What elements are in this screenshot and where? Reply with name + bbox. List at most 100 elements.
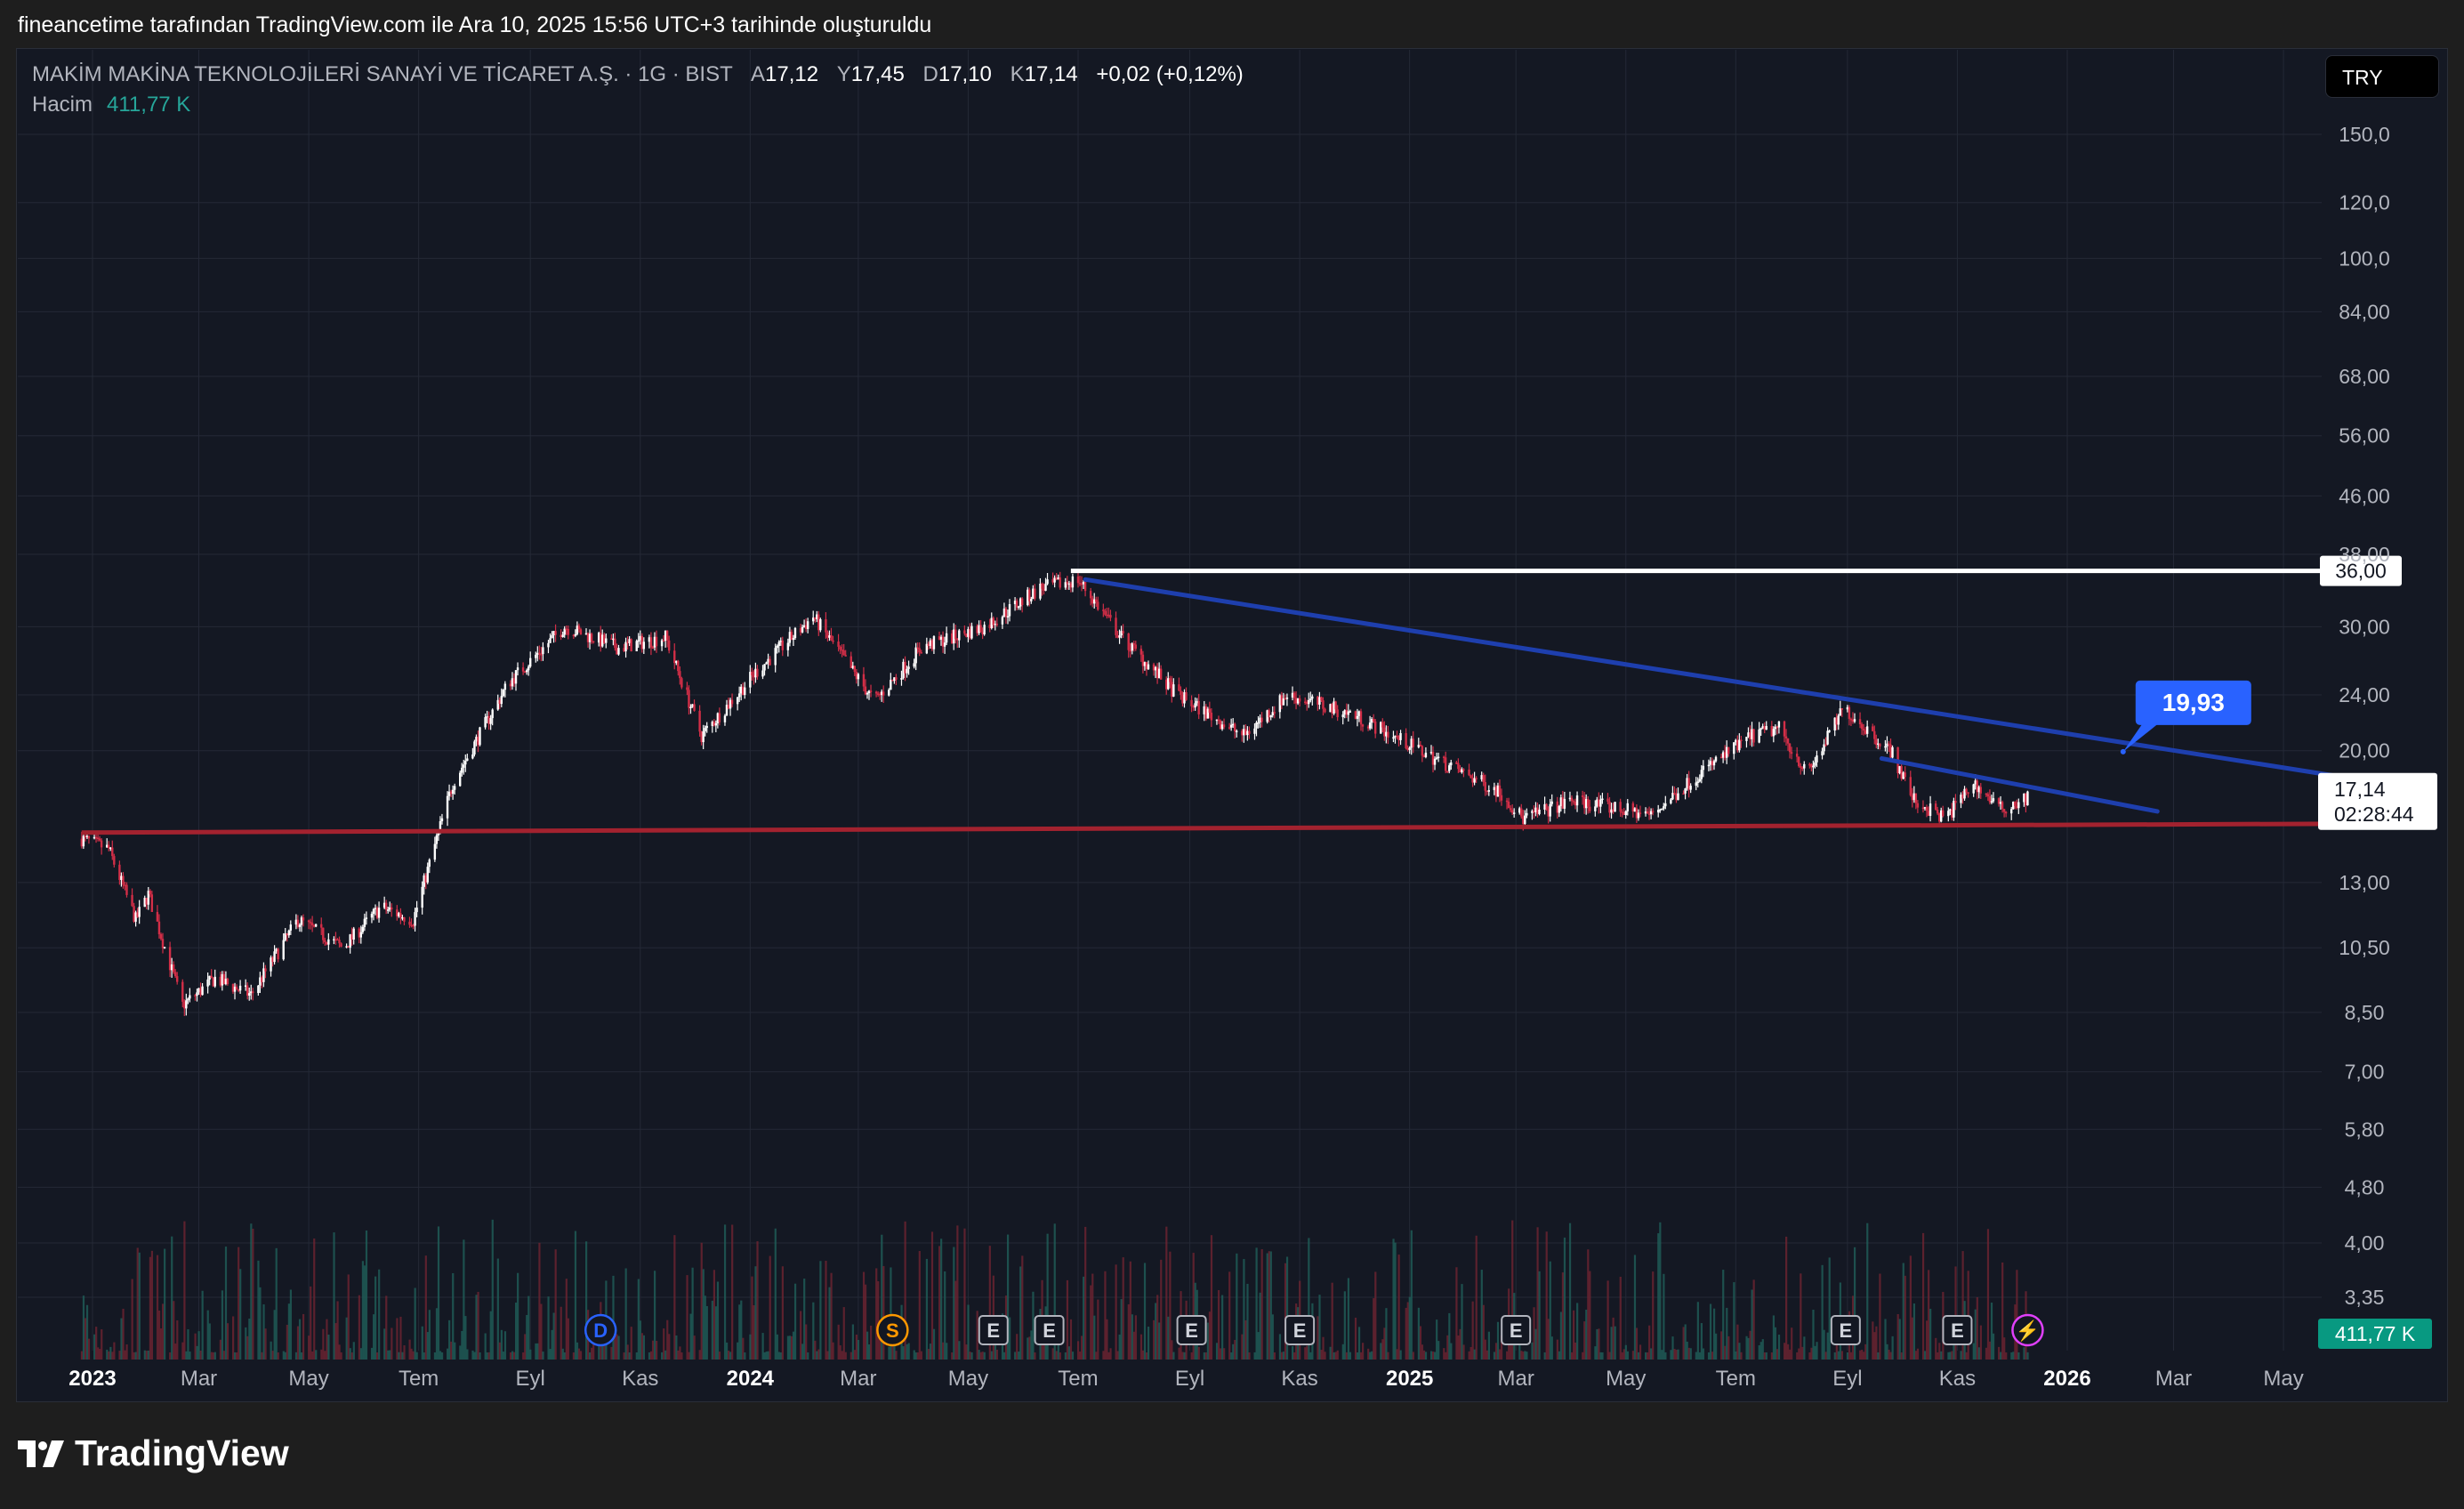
volume-label[interactable]: Hacim (32, 93, 93, 117)
earnings-event-marker (1034, 1315, 1065, 1345)
candle-body (786, 642, 790, 650)
candle-body (1480, 775, 1483, 779)
volume-bar (761, 1333, 764, 1360)
volume-bar (1614, 1326, 1616, 1360)
volume-bar (714, 1306, 718, 1360)
candle-body (648, 637, 651, 642)
volume-bar (437, 1226, 440, 1360)
volume-bar (689, 1313, 692, 1360)
volume-bar (1543, 1352, 1546, 1360)
volume-bar (990, 1351, 993, 1360)
volume-bar (1244, 1319, 1247, 1360)
candle-body (655, 636, 658, 647)
candle-body (1872, 726, 1874, 731)
candle-body (560, 634, 562, 638)
volume-bar (857, 1339, 860, 1360)
candle-body (1738, 739, 1741, 751)
volume-bar (828, 1287, 831, 1360)
volume-bar (440, 1352, 444, 1360)
volume-bar (433, 1352, 437, 1360)
candle-body (1695, 782, 1697, 787)
candle-body (111, 847, 114, 857)
symbol-title[interactable]: MAKİM MAKİNA TEKNOLOJİLERİ SANAYİ VE TİC… (32, 62, 733, 86)
currency-button[interactable]: TRY (2325, 55, 2439, 98)
candle-body (601, 634, 604, 647)
candle-body (577, 625, 581, 630)
candle-body (514, 670, 518, 684)
candle-body (511, 678, 514, 687)
volume-bar (270, 1341, 272, 1360)
volume-bar (385, 1295, 388, 1360)
candle-body (1784, 736, 1788, 738)
volume-bar (496, 1258, 499, 1360)
candle-body (1368, 722, 1372, 729)
candle-body (1132, 643, 1135, 645)
volume-bar (201, 1290, 204, 1360)
volume-bar (359, 1348, 363, 1360)
candle-body (1373, 721, 1377, 734)
volume-bar (85, 1304, 89, 1360)
candle-body (753, 675, 755, 678)
candle-body (1626, 803, 1629, 811)
volume-bar (688, 1352, 690, 1360)
volume-bar (702, 1269, 705, 1360)
volume-bar (1612, 1317, 1614, 1360)
candle-body (913, 663, 915, 667)
candle-body (1082, 582, 1085, 585)
volume-bar (1877, 1352, 1880, 1360)
candle-body (298, 924, 302, 927)
candle-body (1940, 810, 1943, 822)
candle-body (1561, 797, 1565, 809)
volume-bar (832, 1342, 834, 1360)
volume-bar (870, 1325, 873, 1360)
candle-body (1053, 577, 1056, 583)
candle-body (512, 678, 516, 684)
high-label: Y (836, 62, 851, 86)
candle-body (705, 725, 708, 729)
candle-body (1937, 813, 1941, 822)
x-axis-label: 2026 (2043, 1367, 2090, 1391)
candle-body (763, 664, 766, 671)
candle-body (1800, 766, 1802, 768)
candle-body (1904, 772, 1906, 778)
volume-bar (1268, 1251, 1270, 1360)
volume-bar (803, 1279, 806, 1360)
candle-body (857, 674, 860, 680)
volume-bar (334, 1323, 337, 1360)
volume-bar (1482, 1304, 1485, 1360)
volume-bar (801, 1344, 804, 1360)
candle-body (122, 876, 125, 885)
candle-body (185, 1000, 188, 1009)
volume-bar (904, 1221, 906, 1360)
candle-body (1759, 728, 1762, 730)
candle-body (1849, 718, 1853, 721)
y-axis-label: 3,35 (2345, 1286, 2385, 1309)
volume-bar (1471, 1301, 1474, 1360)
volume-bar (1421, 1344, 1424, 1360)
volume-bar (363, 1265, 366, 1360)
candle-body (189, 995, 191, 999)
candle-body (181, 981, 184, 1002)
volume-bar (1727, 1336, 1730, 1360)
volume-bar (1069, 1319, 1073, 1360)
candle-body (168, 947, 172, 971)
candle-body (523, 671, 527, 674)
volume-bar (1034, 1352, 1036, 1360)
tradingview-logo[interactable]: TradingView (18, 1432, 289, 1474)
volume-bar (907, 1343, 910, 1360)
candle-body (1570, 797, 1574, 802)
volume-bar (327, 1335, 330, 1360)
candle-body (1646, 811, 1649, 814)
volume-bar (296, 1326, 300, 1360)
volume-bar (408, 1339, 411, 1360)
volume-bar (1689, 1348, 1692, 1360)
candle-body (1131, 643, 1133, 651)
volume-bar (479, 1352, 481, 1360)
candle-body (275, 948, 278, 952)
tradingview-brand: TradingView (75, 1432, 289, 1473)
y-axis-label: 8,50 (2345, 1001, 2385, 1024)
candle-body (1777, 721, 1781, 728)
candle-body (1104, 610, 1107, 615)
candle-body (1143, 662, 1147, 666)
